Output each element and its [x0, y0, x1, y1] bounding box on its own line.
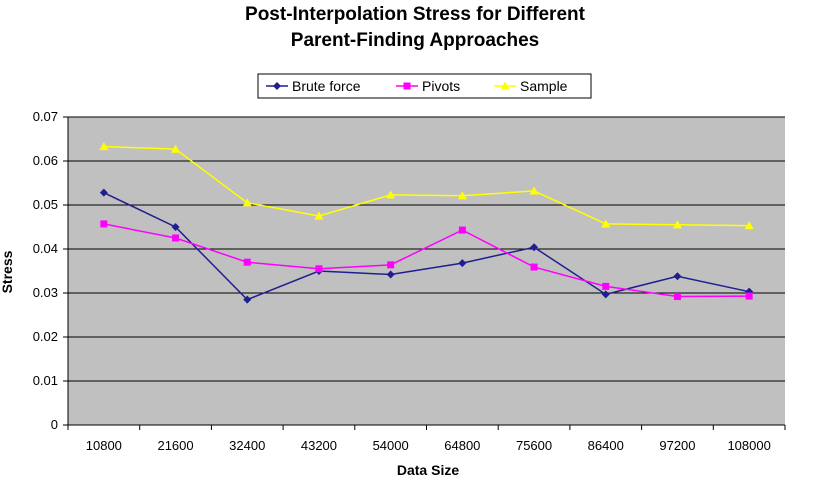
legend-label-pivots: Pivots: [422, 78, 460, 94]
x-tick-label: 64800: [444, 438, 480, 453]
legend-box: [257, 73, 592, 99]
point-brute-force: [99, 188, 108, 197]
legend-marker-brute-force: [273, 82, 281, 90]
series-group: [99, 141, 754, 304]
plot-area: [68, 117, 785, 425]
y-tick-label: 0: [51, 417, 58, 432]
legend-label-brute-force: Brute force: [292, 78, 361, 94]
point-pivots: [315, 265, 323, 273]
series-line-pivots: [103, 223, 750, 298]
point-sample: [386, 190, 396, 199]
y-tick-label: 0.04: [33, 241, 58, 256]
x-axis-ticks: 10800 21600 32400 43200 54000 64800 75600 86400…: [67, 425, 786, 453]
point-sample: [242, 198, 252, 207]
chart-title-line-2: Parent-Finding Approaches: [291, 30, 539, 51]
point-pivots: [745, 292, 753, 300]
y-tick-label: 0.03: [33, 285, 58, 300]
x-tick-label: 86400: [588, 438, 624, 453]
point-sample: [457, 191, 467, 200]
legend-marker-pivots: [403, 82, 411, 90]
x-tick-label: 54000: [373, 438, 409, 453]
point-sample: [744, 221, 754, 230]
chart-title-line-1: Post-Interpolation Stress for Different: [245, 4, 586, 25]
legend-marker-sample: [500, 81, 510, 90]
x-tick-label: 43200: [301, 438, 337, 453]
point-sample: [601, 219, 611, 228]
point-pivots: [602, 282, 610, 290]
point-brute-force: [243, 295, 252, 304]
point-pivots: [530, 263, 538, 271]
point-sample: [171, 144, 181, 153]
point-pivots: [100, 220, 108, 228]
gridlines: [68, 116, 785, 382]
point-brute-force: [673, 272, 682, 281]
x-tick-label: 108000: [727, 438, 770, 453]
x-tick-label: 10800: [86, 438, 122, 453]
legend-label-sample: Sample: [520, 78, 568, 94]
point-sample: [314, 211, 324, 220]
point-pivots: [387, 261, 395, 269]
point-pivots: [458, 226, 466, 234]
point-pivots: [172, 234, 180, 242]
y-tick-label: 0.05: [33, 197, 58, 212]
y-tick-label: 0.02: [33, 329, 58, 344]
point-brute-force: [601, 290, 610, 299]
point-pivots: [673, 293, 681, 301]
point-brute-force: [386, 270, 395, 279]
series-line-brute-force: [103, 192, 750, 301]
x-axis-label: Data Size: [397, 462, 459, 478]
point-pivots: [243, 258, 251, 266]
series-line-sample: [103, 145, 750, 227]
point-sample: [99, 141, 109, 151]
y-tick-label: 0.07: [33, 109, 58, 124]
point-sample: [672, 220, 682, 229]
y-tick-label: 0.06: [33, 153, 58, 168]
y-axis-ticks: 0 0.01 0.02 0.03 0.04 0.05 0.06 0.07: [33, 109, 68, 432]
y-axis-label: Stress: [0, 250, 15, 293]
x-tick-label: 75600: [516, 438, 552, 453]
point-brute-force: [171, 223, 180, 231]
point-brute-force: [530, 243, 539, 252]
x-tick-label: 21600: [157, 438, 193, 453]
point-sample: [529, 186, 539, 195]
x-tick-label: 97200: [659, 438, 695, 453]
x-tick-label: 32400: [229, 438, 265, 453]
legend: Brute force Pivots Sample: [257, 73, 592, 99]
y-tick-label: 0.01: [33, 373, 58, 388]
point-brute-force: [458, 259, 467, 268]
